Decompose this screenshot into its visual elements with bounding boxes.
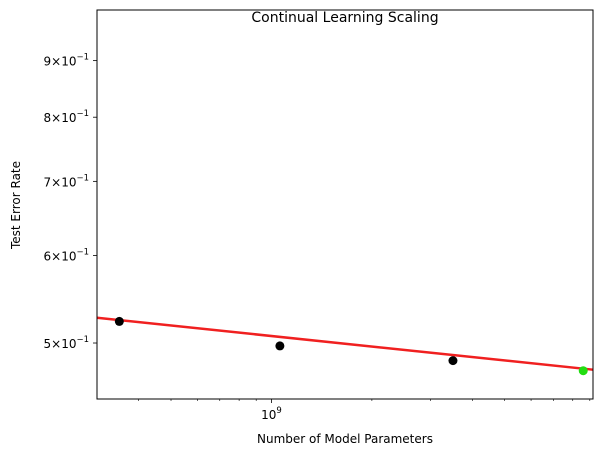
x-tick-label-base: 10	[261, 408, 276, 422]
plot-background	[97, 10, 593, 399]
y-tick-label-exponent: −1	[76, 173, 89, 183]
data-point	[448, 356, 458, 366]
x-tick-label: 109	[261, 406, 282, 422]
y-tick-label-mantissa: 6	[43, 249, 51, 263]
data-point	[578, 366, 588, 376]
y-tick-label-exponent: −1	[76, 247, 89, 257]
y-tick-label: 8×10−1	[43, 109, 89, 125]
y-tick-label-times: ×	[51, 175, 61, 189]
y-tick-label: 5×10−1	[43, 335, 89, 351]
y-tick-label-exponent: −1	[76, 109, 89, 119]
y-tick-label-base: 10	[61, 249, 76, 263]
y-tick-label-times: ×	[51, 249, 61, 263]
y-tick-label-mantissa: 9	[43, 55, 51, 69]
y-tick-label-times: ×	[51, 55, 61, 69]
y-tick-label: 6×10−1	[43, 247, 89, 263]
y-tick-labels: 5×10−16×10−17×10−18×10−19×10−1	[43, 53, 89, 351]
x-tick-labels: 109	[261, 406, 282, 422]
y-tick-label: 9×10−1	[43, 53, 89, 69]
y-tick-label-times: ×	[51, 111, 61, 125]
y-tick-label-exponent: −1	[76, 53, 89, 63]
y-tick-label-mantissa: 7	[43, 175, 51, 189]
fit-line	[96, 316, 594, 371]
x-tick-label-exponent: 9	[276, 406, 281, 416]
data-point	[114, 316, 124, 326]
x-axis-label: Number of Model Parameters	[257, 432, 433, 446]
y-tick-label-mantissa: 5	[43, 337, 51, 351]
y-tick-label-exponent: −1	[76, 335, 89, 345]
y-tick-label-base: 10	[61, 175, 76, 189]
y-tick-label-base: 10	[61, 111, 76, 125]
y-axis-label: Test Error Rate	[9, 161, 23, 250]
y-tick-label-times: ×	[51, 337, 61, 351]
series-layer	[96, 316, 594, 376]
chart-title: Continual Learning Scaling	[251, 10, 438, 26]
data-point	[275, 341, 285, 351]
plot-frame	[96, 9, 594, 400]
major-ticks	[93, 60, 272, 403]
y-tick-label: 7×10−1	[43, 173, 89, 189]
y-tick-label-base: 10	[61, 55, 76, 69]
y-tick-label-mantissa: 8	[43, 111, 51, 125]
y-tick-label-base: 10	[61, 337, 76, 351]
